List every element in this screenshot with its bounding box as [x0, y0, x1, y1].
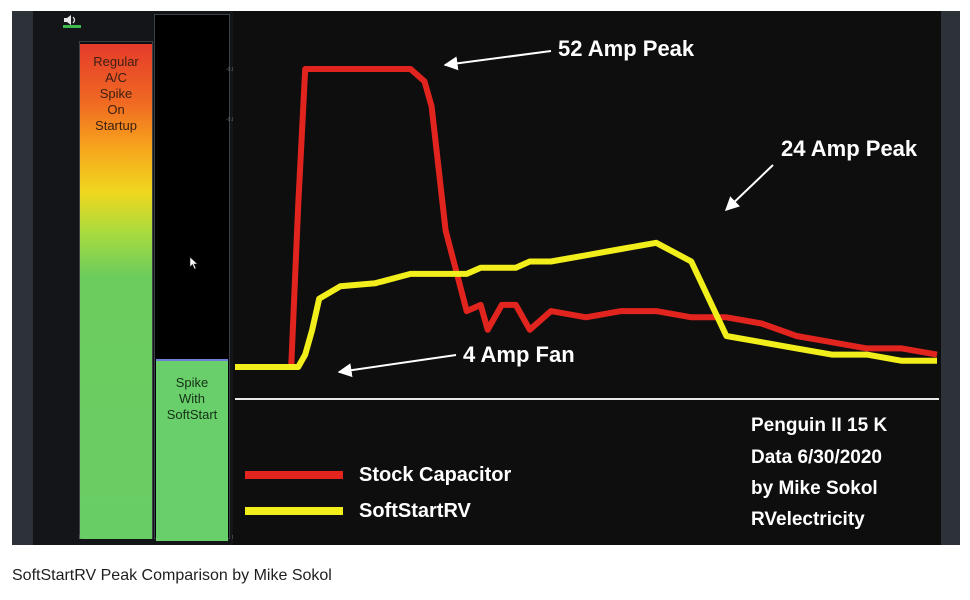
audio-meter-panel: Regular A/C Spike On Startup Spike With …	[33, 11, 254, 545]
meter-tick-label: -0.80	[226, 67, 238, 73]
legend-label-stock-capacitor: Stock Capacitor	[359, 464, 511, 486]
meter-bar-softstart: Spike With SoftStart	[156, 359, 228, 541]
meter-activity-indicator	[63, 25, 81, 28]
annotation-24-amp-peak: 24 Amp Peak	[781, 136, 918, 161]
series-line-softstartrv	[235, 239, 937, 370]
legend-label-softstartrv: SoftStartRV	[359, 500, 472, 522]
speaker-icon[interactable]	[63, 15, 77, 25]
video-caption: SoftStartRV Peak Comparison by Mike Soko…	[12, 567, 332, 584]
meter-bar-regular-label: Regular A/C Spike On Startup	[93, 54, 139, 133]
info-line-site: RVelectricity	[751, 509, 865, 530]
chart-canvas: 52 Amp Peak 24 Amp Peak 4 Amp Fan Stock …	[235, 36, 939, 530]
meter-bar-softstart-label: Spike With SoftStart	[166, 375, 218, 422]
series-line-stock-capacitor	[235, 66, 938, 370]
annotation-arrow-fan	[337, 354, 457, 378]
annotation-arrow-52	[443, 50, 552, 71]
meter-tick-label: -0.80	[226, 117, 238, 123]
info-line-author: by Mike Sokol	[751, 478, 878, 499]
annotation-4-amp-fan: 4 Amp Fan	[463, 342, 575, 367]
cursor-icon	[189, 256, 199, 270]
video-frame[interactable]: Regular A/C Spike On Startup Spike With …	[12, 11, 960, 545]
amp-peak-chart: 52 Amp Peak 24 Amp Peak 4 Amp Fan Stock …	[233, 11, 941, 545]
info-line-date: Data 6/30/2020	[751, 447, 882, 468]
meter-bar-regular-spike: Regular A/C Spike On Startup	[80, 44, 152, 539]
info-line-model: Penguin II 15 K	[751, 415, 887, 436]
meter-channel-left-label: L	[79, 535, 82, 541]
annotation-52-amp-peak: 52 Amp Peak	[558, 36, 695, 61]
annotation-arrow-24	[724, 164, 774, 211]
